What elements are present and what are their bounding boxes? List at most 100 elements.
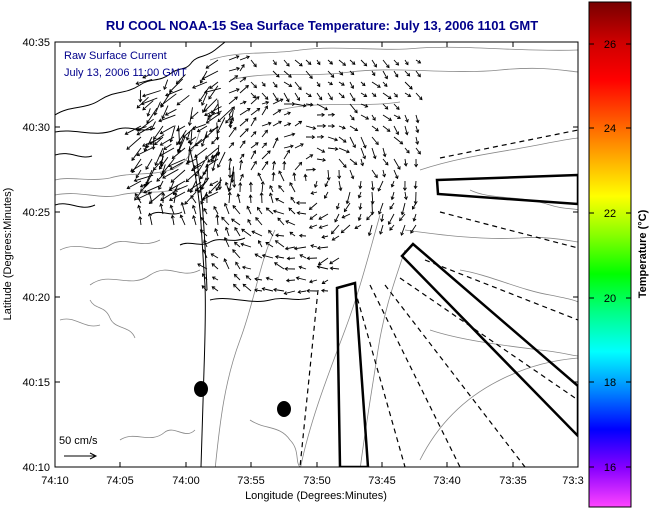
current-vector bbox=[294, 103, 307, 107]
current-vector bbox=[146, 107, 158, 124]
current-vector-head bbox=[158, 165, 163, 170]
current-vector-head bbox=[395, 131, 400, 136]
current-vector-head bbox=[179, 214, 184, 219]
current-vector-head bbox=[197, 189, 202, 194]
current-vector bbox=[228, 192, 231, 204]
current-vector bbox=[239, 174, 244, 182]
current-vector-head bbox=[135, 81, 140, 86]
current-vector bbox=[250, 96, 260, 105]
current-vector bbox=[316, 92, 323, 100]
current-vector bbox=[203, 208, 208, 215]
current-vector bbox=[170, 125, 176, 142]
current-vector bbox=[254, 289, 263, 292]
current-vector-head bbox=[180, 201, 185, 206]
current-vector bbox=[283, 92, 290, 102]
current-vector-head bbox=[259, 191, 264, 196]
x-tick-label: 74:00 bbox=[172, 475, 200, 487]
current-vector-head bbox=[290, 196, 295, 201]
current-vector-head bbox=[350, 71, 355, 76]
current-vector-head bbox=[167, 163, 172, 168]
current-vector bbox=[163, 143, 172, 150]
current-vector-head bbox=[383, 83, 388, 88]
y-tick-label: 40:25 bbox=[22, 207, 50, 219]
current-vector-head bbox=[253, 160, 257, 165]
current-vector bbox=[201, 70, 219, 80]
current-vector-head bbox=[153, 111, 158, 116]
current-vector bbox=[334, 213, 340, 223]
current-vector bbox=[415, 59, 421, 64]
current-vector-head bbox=[331, 112, 336, 117]
current-vector bbox=[185, 170, 199, 183]
current-vector bbox=[204, 98, 218, 112]
current-vector bbox=[228, 106, 235, 116]
plot-area: Raw Surface Current July 13, 2006 11:00 … bbox=[55, 42, 578, 467]
current-vector bbox=[283, 112, 291, 116]
current-vector-head bbox=[275, 97, 279, 102]
current-vector bbox=[242, 283, 252, 292]
current-vector bbox=[294, 246, 307, 250]
current-vector bbox=[371, 92, 377, 97]
current-vector-head bbox=[245, 84, 249, 89]
current-vector-head bbox=[241, 265, 246, 270]
current-vector bbox=[359, 202, 362, 210]
x-tick-label: 73:45 bbox=[368, 475, 396, 487]
current-vector bbox=[338, 59, 346, 66]
current-vector bbox=[404, 92, 411, 97]
current-vector bbox=[168, 158, 186, 167]
current-vector-head bbox=[374, 174, 378, 179]
current-vector-head bbox=[241, 64, 245, 68]
current-vector bbox=[212, 154, 218, 171]
current-vector bbox=[224, 237, 230, 248]
current-vector bbox=[415, 136, 419, 145]
current-vector-head bbox=[233, 273, 238, 278]
coverage-dashed-lines bbox=[299, 129, 578, 467]
current-vector-head bbox=[202, 249, 207, 253]
current-vector bbox=[189, 107, 193, 126]
current-vector-head bbox=[265, 100, 270, 105]
current-vector bbox=[201, 178, 207, 190]
current-vector-head bbox=[223, 236, 228, 241]
current-vector bbox=[266, 207, 274, 215]
current-vector bbox=[316, 81, 321, 87]
current-vector-head bbox=[287, 122, 292, 127]
current-vector bbox=[360, 147, 366, 159]
current-vector-head bbox=[146, 112, 151, 117]
current-vector bbox=[299, 254, 307, 259]
current-vector-head bbox=[169, 204, 174, 209]
current-vector bbox=[283, 133, 295, 138]
current-vector-head bbox=[264, 160, 269, 165]
current-vector-head bbox=[384, 75, 388, 80]
current-vector bbox=[140, 182, 150, 192]
current-vector-head bbox=[365, 116, 370, 120]
current-vector bbox=[404, 147, 410, 154]
current-vector-head bbox=[235, 261, 239, 266]
current-vector-head bbox=[247, 218, 251, 223]
current-vector-head bbox=[413, 185, 418, 190]
current-vector-head bbox=[342, 139, 347, 143]
current-vector-head bbox=[299, 62, 303, 67]
current-vector-head bbox=[141, 93, 146, 98]
current-vector bbox=[205, 147, 219, 159]
current-vector bbox=[232, 249, 241, 259]
current-vector bbox=[142, 100, 154, 111]
current-vector bbox=[208, 85, 219, 100]
current-vector-head bbox=[274, 254, 279, 259]
current-vector-head bbox=[134, 196, 138, 201]
current-vector-head bbox=[370, 211, 375, 216]
current-vector bbox=[273, 289, 285, 292]
colorbar-tick-label: 20 bbox=[604, 293, 616, 305]
current-vector bbox=[268, 230, 274, 237]
current-vector-head bbox=[309, 216, 314, 220]
current-vector-head bbox=[334, 146, 339, 151]
current-vector bbox=[382, 147, 386, 157]
current-vector bbox=[147, 108, 151, 117]
x-axis: 74:10 74:05 74:00 73:55 73:50 73:45 73:4… bbox=[41, 42, 584, 487]
current-vector bbox=[305, 168, 316, 171]
current-vector-head bbox=[291, 132, 296, 137]
current-vector bbox=[192, 215, 197, 226]
current-vector-head bbox=[211, 140, 215, 145]
current-vector bbox=[211, 286, 219, 292]
current-vector-head bbox=[136, 131, 141, 136]
current-vector bbox=[228, 96, 238, 105]
current-vector bbox=[250, 92, 256, 99]
